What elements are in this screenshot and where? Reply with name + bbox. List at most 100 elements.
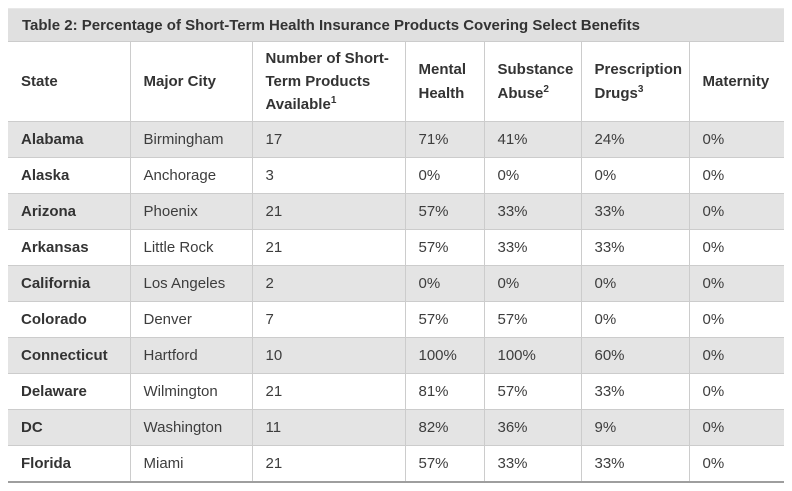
substance-abuse-cell: 57% (483, 373, 582, 410)
maternity-cell: 0% (688, 229, 784, 266)
table-row: Alabama Birmingham 17 71% 41% 24% 0% (8, 121, 784, 158)
city-cell: Hartford (129, 337, 253, 374)
prescription-drugs-cell: 60% (580, 337, 690, 374)
state-cell: DC (8, 409, 131, 446)
prescription-drugs-cell: 0% (580, 301, 690, 338)
mental-health-cell: 100% (404, 337, 485, 374)
column-header-label: Number of Short-Term Products Available (265, 49, 389, 114)
products-available-cell: 21 (251, 373, 406, 410)
column-header-label: Prescription Drugs (594, 61, 683, 102)
city-cell: Anchorage (129, 157, 253, 194)
substance-abuse-cell: 36% (483, 409, 582, 446)
footnote-marker: 1 (330, 95, 337, 107)
maternity-cell: 0% (688, 265, 784, 302)
table-row: Connecticut Hartford 10 100% 100% 60% 0% (8, 337, 784, 374)
city-cell: Phoenix (129, 193, 253, 230)
column-header: Major City (129, 42, 253, 122)
prescription-drugs-cell: 0% (580, 265, 690, 302)
products-available-cell: 2 (251, 265, 406, 302)
city-cell: Miami (129, 445, 253, 483)
column-header: Substance Abuse2 (483, 42, 582, 122)
table-row: Florida Miami 21 57% 33% 33% 0% (8, 445, 784, 483)
mental-health-cell: 57% (404, 301, 485, 338)
state-cell: Colorado (8, 301, 131, 338)
maternity-cell: 0% (688, 193, 784, 230)
substance-abuse-cell: 33% (483, 193, 582, 230)
column-header: Maternity (688, 42, 784, 122)
substance-abuse-cell: 33% (483, 229, 582, 266)
state-cell: Alaska (8, 157, 131, 194)
maternity-cell: 0% (688, 157, 784, 194)
substance-abuse-cell: 41% (483, 121, 582, 158)
substance-abuse-cell: 0% (483, 157, 582, 194)
substance-abuse-cell: 0% (483, 265, 582, 302)
mental-health-cell: 0% (404, 265, 485, 302)
table-row: Colorado Denver 7 57% 57% 0% 0% (8, 301, 784, 338)
city-cell: Denver (129, 301, 253, 338)
substance-abuse-cell: 33% (483, 445, 582, 483)
city-cell: Birmingham (129, 121, 253, 158)
maternity-cell: 0% (688, 301, 784, 338)
prescription-drugs-cell: 33% (580, 229, 690, 266)
products-available-cell: 21 (251, 445, 406, 483)
column-header: Prescription Drugs3 (580, 42, 690, 122)
mental-health-cell: 71% (404, 121, 485, 158)
mental-health-cell: 57% (404, 445, 485, 483)
products-available-cell: 11 (251, 409, 406, 446)
mental-health-cell: 57% (404, 229, 485, 266)
table-header: State Major City Number of Short-Term Prod… (8, 42, 784, 122)
state-cell: Arkansas (8, 229, 131, 266)
city-cell: Washington (129, 409, 253, 446)
table-row: Delaware Wilmington 21 81% 57% 33% 0% (8, 373, 784, 410)
table-row: Arizona Phoenix 21 57% 33% 33% 0% (8, 193, 784, 230)
column-header-label: Major City (143, 72, 217, 90)
header-row: State Major City Number of Short-Term Prod… (8, 42, 784, 122)
state-cell: Arizona (8, 193, 131, 230)
prescription-drugs-cell: 24% (580, 121, 690, 158)
column-header-label: Maternity (702, 72, 770, 90)
data-table: State Major City Number of Short-Term Prod… (8, 42, 784, 483)
mental-health-cell: 82% (404, 409, 485, 446)
maternity-cell: 0% (688, 337, 784, 374)
footnote-marker: 3 (637, 83, 644, 95)
products-available-cell: 7 (251, 301, 406, 338)
state-cell: Florida (8, 445, 131, 483)
prescription-drugs-cell: 33% (580, 193, 690, 230)
state-cell: Delaware (8, 373, 131, 410)
state-cell: Alabama (8, 121, 131, 158)
prescription-drugs-cell: 0% (580, 157, 690, 194)
table-body: Alabama Birmingham 17 71% 41% 24% 0% Alaska Anch… (8, 121, 784, 483)
city-cell: Los Angeles (129, 265, 253, 302)
column-header-label: Mental Health (418, 61, 467, 102)
products-available-cell: 10 (251, 337, 406, 374)
products-available-cell: 3 (251, 157, 406, 194)
column-header: Mental Health (404, 42, 485, 122)
table-row: DC Washington 11 82% 36% 9% 0% (8, 409, 784, 446)
substance-abuse-cell: 100% (483, 337, 582, 374)
table-row: Arkansas Little Rock 21 57% 33% 33% 0% (8, 229, 784, 266)
column-header: State (8, 42, 131, 122)
mental-health-cell: 81% (404, 373, 485, 410)
table-row: Alaska Anchorage 3 0% 0% 0% 0% (8, 157, 784, 194)
prescription-drugs-cell: 33% (580, 445, 690, 483)
mental-health-cell: 57% (404, 193, 485, 230)
table-row: California Los Angeles 2 0% 0% 0% 0% (8, 265, 784, 302)
table-title-bar: Table 2: Percentage of Short-Term Health… (8, 8, 784, 42)
state-cell: Connecticut (8, 337, 131, 374)
mental-health-cell: 0% (404, 157, 485, 194)
maternity-cell: 0% (688, 445, 784, 483)
column-header-label: State (21, 72, 58, 90)
prescription-drugs-cell: 9% (580, 409, 690, 446)
footnote-marker: 2 (543, 83, 549, 95)
products-available-cell: 17 (251, 121, 406, 158)
column-header-label: Substance Abuse (497, 61, 574, 102)
table-title: Table 2: Percentage of Short-Term Health… (22, 16, 640, 34)
state-cell: California (8, 265, 131, 302)
substance-abuse-cell: 57% (483, 301, 582, 338)
benefits-table: Table 2: Percentage of Short-Term Health… (8, 8, 784, 483)
column-header: Number of Short-Term Products Available1 (251, 42, 406, 122)
maternity-cell: 0% (688, 121, 784, 158)
products-available-cell: 21 (251, 193, 406, 230)
city-cell: Little Rock (129, 229, 253, 266)
